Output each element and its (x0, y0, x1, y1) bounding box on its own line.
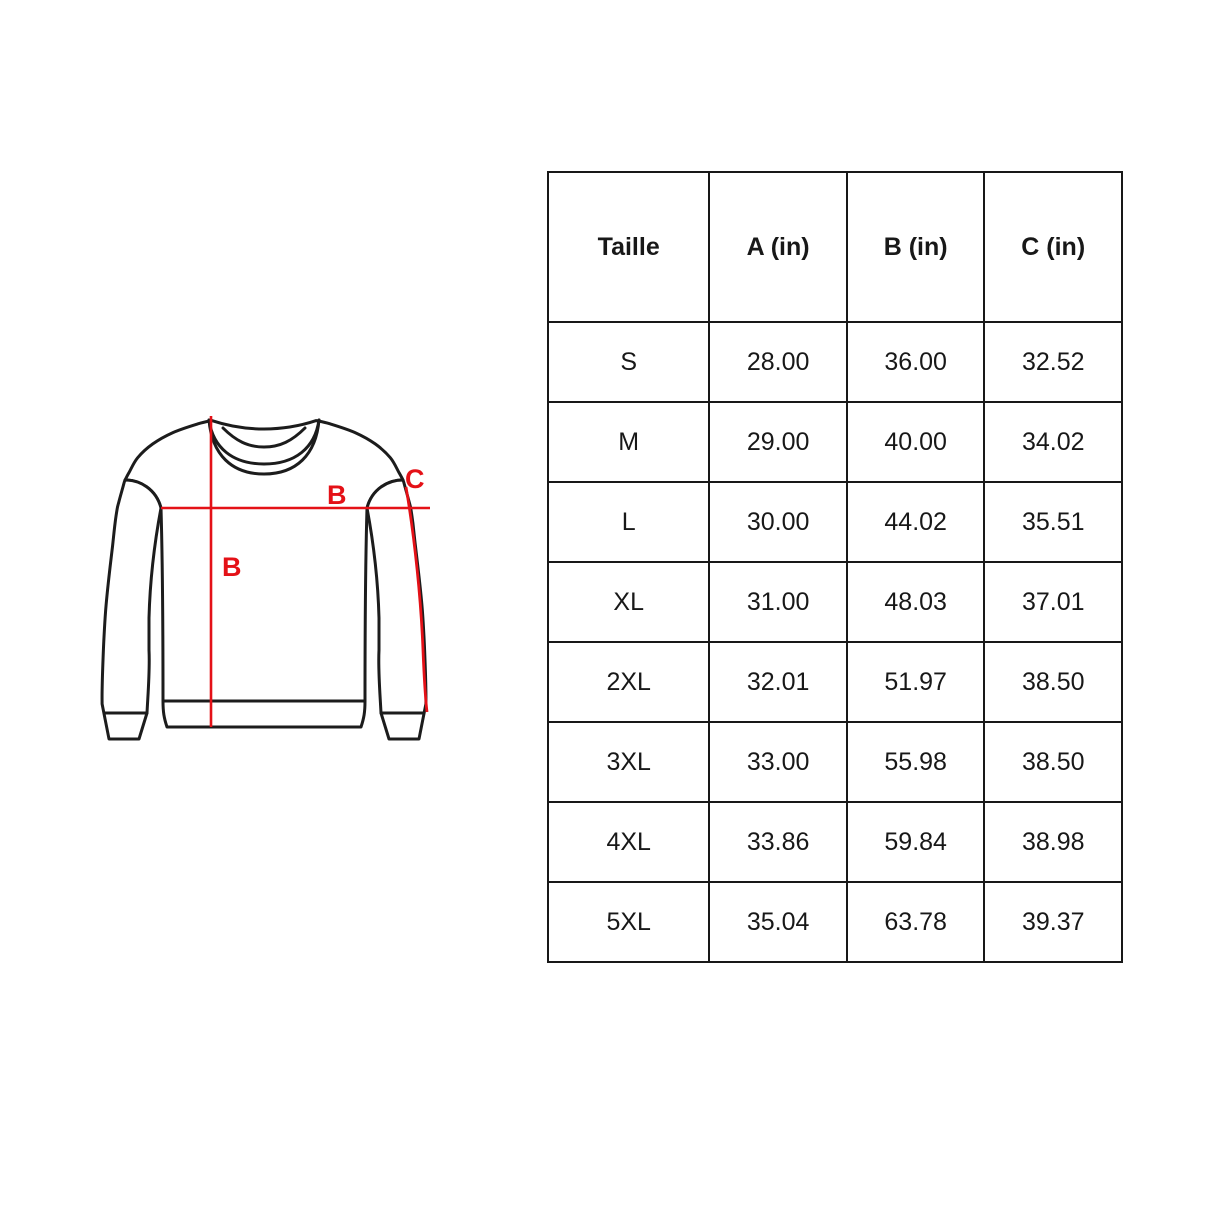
svg-text:B: B (327, 480, 347, 510)
svg-text:B: B (222, 552, 242, 582)
svg-text:C: C (405, 464, 425, 494)
